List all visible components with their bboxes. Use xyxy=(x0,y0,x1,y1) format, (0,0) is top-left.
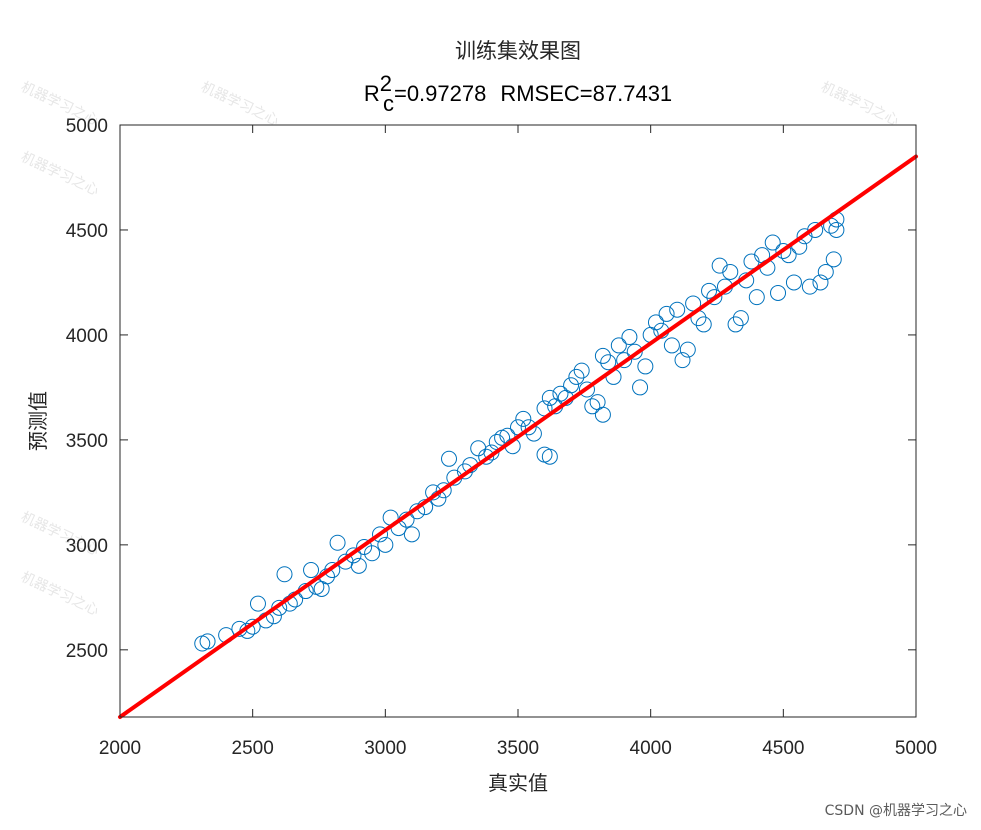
plot-area xyxy=(120,125,916,717)
r-squared-subscript: c xyxy=(383,91,394,116)
chart-title: 训练集效果图 xyxy=(455,39,581,63)
chart-subtitle: R2 c=0.97278 RMSEC=87.7431 xyxy=(364,71,672,116)
data-point xyxy=(456,463,473,480)
data-point xyxy=(515,410,532,427)
data-point xyxy=(663,337,680,354)
y-tick-label: 5000 xyxy=(66,116,108,137)
data-point xyxy=(563,377,580,394)
data-point xyxy=(249,595,266,612)
data-point xyxy=(785,274,802,291)
data-point xyxy=(732,310,749,327)
data-point xyxy=(356,538,373,555)
x-tick-label: 4500 xyxy=(762,738,804,759)
data-point xyxy=(685,295,702,312)
x-tick-label: 3000 xyxy=(364,738,406,759)
data-point xyxy=(573,362,590,379)
r-squared-value: =0.97278 xyxy=(394,81,486,106)
data-point xyxy=(722,263,739,280)
data-point xyxy=(621,329,638,346)
watermark-text: 机器学习之心 xyxy=(18,569,101,619)
data-point xyxy=(748,289,765,306)
data-point xyxy=(637,358,654,375)
data-point xyxy=(541,448,558,465)
data-point xyxy=(541,389,558,406)
data-point xyxy=(372,526,389,543)
y-axis-label: 预测值 xyxy=(26,391,50,451)
r-squared-superscript: 2 xyxy=(380,71,392,96)
data-point xyxy=(695,316,712,333)
data-point xyxy=(658,305,675,322)
data-point xyxy=(403,526,420,543)
data-point xyxy=(478,448,495,465)
data-point xyxy=(825,251,842,268)
x-axis-label: 真实值 xyxy=(488,771,548,795)
x-tick-label: 2000 xyxy=(99,738,141,759)
data-point xyxy=(350,557,367,574)
watermark-text: 机器学习之心 xyxy=(818,79,901,129)
data-point xyxy=(632,379,649,396)
data-point xyxy=(775,242,792,259)
y-axis-ticks: 2500 3000 3500 4000 4500 5000 xyxy=(66,116,916,662)
data-point xyxy=(578,381,595,398)
x-tick-label: 3500 xyxy=(497,738,539,759)
r-squared-base: R xyxy=(364,81,380,106)
data-point xyxy=(441,450,458,467)
x-tick-label: 5000 xyxy=(895,738,937,759)
watermark-text: 机器学习之心 xyxy=(18,149,101,199)
data-point xyxy=(345,547,362,564)
data-point xyxy=(600,354,617,371)
data-point xyxy=(584,398,601,415)
data-point xyxy=(727,316,744,333)
data-point xyxy=(669,301,686,318)
data-point xyxy=(377,536,394,553)
data-point xyxy=(764,234,781,251)
data-point xyxy=(594,347,611,364)
y-tick-label: 4000 xyxy=(66,326,108,347)
data-point xyxy=(616,352,633,369)
rmsec-value: RMSEC=87.7431 xyxy=(500,81,672,106)
x-tick-label: 2500 xyxy=(232,738,274,759)
data-point xyxy=(674,352,691,369)
x-axis-ticks: 2000 2500 3000 3500 4000 4500 5000 xyxy=(99,125,937,759)
y-tick-label: 3500 xyxy=(66,431,108,452)
data-point xyxy=(647,314,664,331)
credit-watermark: CSDN @机器学习之心 xyxy=(824,803,967,819)
data-point xyxy=(812,274,829,291)
x-tick-label: 4000 xyxy=(630,738,672,759)
data-point xyxy=(706,289,723,306)
data-point xyxy=(807,221,824,238)
y-tick-label: 3000 xyxy=(66,536,108,557)
data-point xyxy=(801,278,818,295)
data-point xyxy=(199,633,216,650)
data-point xyxy=(770,284,787,301)
data-point xyxy=(594,406,611,423)
data-point xyxy=(817,263,834,280)
data-point xyxy=(276,566,293,583)
watermark-text: 机器学习之心 xyxy=(198,79,281,129)
y-tick-label: 2500 xyxy=(66,641,108,662)
data-point xyxy=(520,419,537,436)
data-point xyxy=(626,343,643,360)
data-point xyxy=(324,562,341,579)
data-point xyxy=(552,385,569,402)
y-tick-label: 4500 xyxy=(66,221,108,242)
data-point xyxy=(364,545,381,562)
data-point xyxy=(610,337,627,354)
data-point xyxy=(329,534,346,551)
data-point xyxy=(828,221,845,238)
data-point xyxy=(303,562,320,579)
data-point xyxy=(568,368,585,385)
fit-line xyxy=(118,154,918,719)
data-point xyxy=(701,282,718,299)
data-point xyxy=(435,482,452,499)
data-point xyxy=(679,341,696,358)
